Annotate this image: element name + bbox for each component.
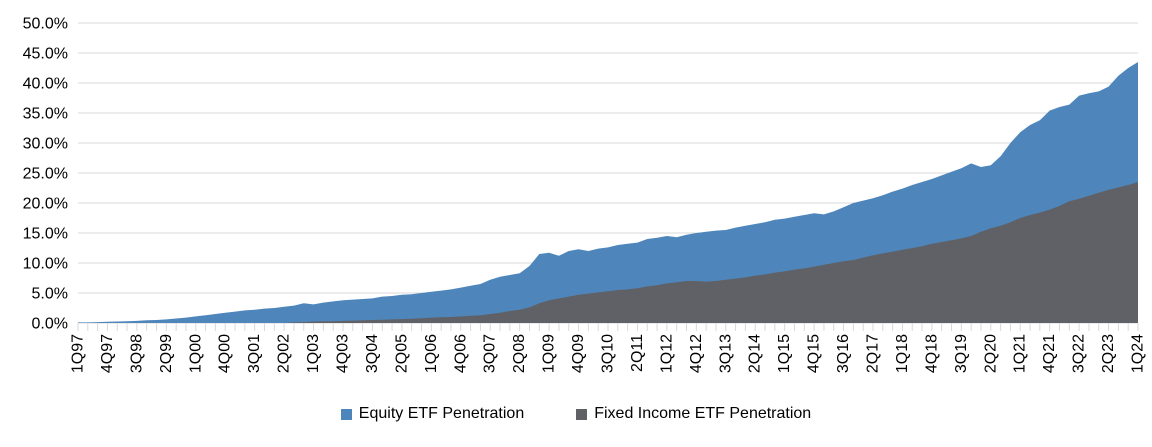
x-tick-label: 4Q06 [452, 334, 469, 373]
gridlines [78, 22, 1138, 324]
x-tick-label: 1Q15 [776, 334, 793, 373]
x-tick-label: 2Q08 [511, 334, 528, 373]
x-tick-label: 4Q21 [1041, 334, 1058, 373]
y-tick-label: 40.0% [23, 76, 68, 93]
x-tick-label: 4Q12 [688, 334, 705, 373]
x-tick-label: 3Q16 [835, 334, 852, 373]
legend-label-equity: Equity ETF Penetration [358, 405, 525, 422]
y-tick-label: 35.0% [23, 106, 68, 123]
x-tick-label: 2Q99 [158, 334, 175, 373]
x-tick-label: 4Q09 [570, 334, 587, 373]
x-tick-label: 3Q10 [600, 334, 617, 373]
y-tick-label: 45.0% [23, 46, 68, 63]
legend-item-equity: Equity ETF Penetration [340, 405, 525, 423]
y-axis-labels: 0.0% 5.0% 10.0% 15.0% 20.0% 25.0% 30.0% 35.0% 40… [23, 16, 68, 333]
x-tick-label: 4Q03 [335, 334, 352, 373]
x-tick-label: 3Q98 [128, 334, 145, 373]
y-tick-label: 30.0% [23, 136, 68, 153]
x-tick-label: 4Q18 [923, 334, 940, 373]
y-tick-label: 5.0% [32, 286, 68, 303]
x-tick-label: 3Q22 [1071, 334, 1088, 373]
x-tick-label: 1Q03 [305, 334, 322, 373]
chart-legend: Equity ETF Penetration Fixed Income ETF … [0, 399, 1152, 429]
x-tick-label: 4Q97 [99, 334, 116, 373]
x-tick-label: 2Q17 [865, 334, 882, 373]
legend-item-fixed-income: Fixed Income ETF Penetration [576, 405, 811, 423]
x-tick-label: 2Q02 [276, 334, 293, 373]
legend-label-fixed-income: Fixed Income ETF Penetration [594, 405, 812, 422]
y-tick-label: 20.0% [23, 196, 68, 213]
x-tick-label: 2Q05 [393, 334, 410, 373]
x-tick-label: 2Q20 [982, 334, 999, 373]
x-tick-label: 2Q14 [747, 334, 764, 373]
x-axis-ticks [77, 323, 1139, 331]
y-tick-label: 25.0% [23, 166, 68, 183]
x-tick-label: 1Q21 [1012, 334, 1029, 373]
equity-swatch-icon [340, 408, 352, 420]
fixed-income-swatch-icon [576, 408, 588, 420]
x-tick-label: 3Q07 [482, 334, 499, 373]
chart-plot-area: 0.0% 5.0% 10.0% 15.0% 20.0% 25.0% 30.0% 35.0% 40… [23, 16, 1147, 374]
x-axis-labels: 1Q97 4Q97 3Q98 2Q99 1Q00 4Q00 3Q01 2Q02 1Q03 4Q03… [70, 334, 1147, 373]
x-tick-label: 1Q06 [423, 334, 440, 373]
x-tick-label: 1Q24 [1130, 334, 1147, 373]
x-tick-label: 1Q12 [658, 334, 675, 373]
x-tick-label: 1Q18 [894, 334, 911, 373]
x-tick-label: 1Q09 [541, 334, 558, 373]
x-tick-label: 3Q19 [953, 334, 970, 373]
x-tick-label: 3Q13 [717, 334, 734, 373]
y-tick-label: 0.0% [32, 316, 68, 333]
x-tick-label: 1Q00 [187, 334, 204, 373]
x-tick-label: 1Q97 [70, 334, 87, 373]
x-tick-label: 3Q04 [364, 334, 381, 373]
x-tick-label: 2Q23 [1100, 334, 1117, 373]
x-tick-label: 2Q11 [629, 334, 646, 372]
y-tick-label: 15.0% [23, 226, 68, 243]
x-tick-label: 4Q15 [806, 334, 823, 373]
fixed-income-area-series [78, 182, 1138, 323]
y-tick-label: 50.0% [23, 16, 68, 33]
x-tick-label: 3Q01 [246, 334, 263, 373]
y-tick-label: 10.0% [23, 256, 68, 273]
x-tick-label: 4Q00 [217, 334, 234, 373]
